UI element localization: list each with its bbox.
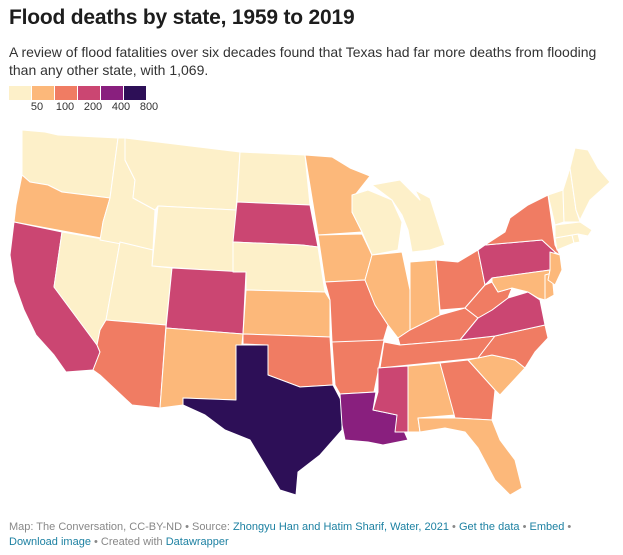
download-image-link[interactable]: Download image — [9, 536, 91, 548]
Wisconsin[interactable] — [351, 189, 403, 256]
Texas[interactable] — [182, 344, 343, 496]
Wyoming[interactable] — [151, 205, 237, 273]
chart-title: Flood deaths by state, 1959 to 2019 — [9, 6, 355, 29]
color-legend: 50 100 200 400 800 — [9, 86, 158, 114]
legend-swatches — [9, 86, 147, 100]
Michigan[interactable] — [371, 179, 446, 253]
footer-credit: Map: The Conversation, CC-BY-ND • Source… — [9, 521, 233, 533]
embed-link[interactable]: Embed — [529, 521, 565, 533]
footer-created-with: • Created with — [90, 536, 166, 548]
Nebraska[interactable] — [232, 241, 326, 293]
legend-swatch-2 — [55, 86, 77, 100]
Maine[interactable] — [569, 147, 611, 221]
New York[interactable] — [484, 194, 561, 256]
New Jersey[interactable] — [547, 251, 563, 286]
legend-ticks: 50 100 200 400 800 — [9, 100, 158, 114]
Florida[interactable] — [417, 417, 523, 496]
footer-separator: • — [449, 521, 459, 533]
South Dakota[interactable] — [232, 201, 319, 248]
legend-tick-800: 800 — [139, 101, 159, 113]
Rhode Island[interactable] — [571, 233, 581, 244]
Massachusetts[interactable] — [554, 221, 593, 239]
Montana[interactable] — [124, 137, 241, 211]
legend-tick-50: 50 — [30, 101, 44, 113]
Iowa[interactable] — [317, 233, 373, 283]
footer-separator: • — [564, 521, 572, 533]
Kansas[interactable] — [242, 289, 331, 338]
legend-swatch-5 — [124, 86, 146, 100]
Colorado[interactable] — [165, 267, 247, 335]
footer: Map: The Conversation, CC-BY-ND • Source… — [9, 520, 614, 550]
legend-swatch-3 — [78, 86, 100, 100]
us-choropleth-map — [9, 129, 611, 496]
New Mexico[interactable] — [159, 327, 244, 409]
get-data-link[interactable]: Get the data — [458, 521, 520, 533]
legend-tick-400: 400 — [111, 101, 131, 113]
Arizona[interactable] — [92, 319, 167, 409]
datawrapper-link[interactable]: Datawrapper — [165, 536, 229, 548]
source-link[interactable]: Zhongyu Han and Hatim Sharif, Water, 202… — [232, 521, 449, 533]
Arkansas[interactable] — [331, 339, 385, 395]
North Dakota[interactable] — [236, 151, 311, 206]
legend-tick-100: 100 — [55, 101, 75, 113]
legend-swatch-1 — [32, 86, 54, 100]
legend-swatch-0 — [9, 86, 31, 100]
Maryland[interactable] — [491, 269, 551, 301]
legend-swatch-4 — [101, 86, 123, 100]
chart-subtitle: A review of flood fatalities over six de… — [9, 44, 597, 78]
Louisiana[interactable] — [339, 391, 409, 446]
footer-separator: • — [519, 521, 530, 533]
legend-tick-200: 200 — [83, 101, 103, 113]
